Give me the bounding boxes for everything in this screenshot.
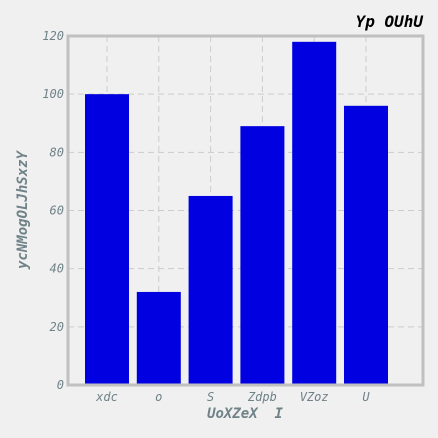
y-tick-label: 100	[42, 87, 64, 101]
y-tick-label: 60	[50, 204, 64, 218]
chart-title: Yp OUhU	[356, 12, 424, 31]
x-tick-label: U	[362, 390, 370, 404]
x-axis-label: UoXZeX I	[207, 406, 283, 422]
y-tick-label: 80	[50, 145, 64, 159]
y-tick-label: 40	[50, 262, 64, 276]
y-axis-ticks: 0 20 40 60 80 100 120	[42, 29, 64, 392]
y-tick-label: 20	[50, 320, 64, 334]
bar-Zdpb	[240, 126, 285, 386]
bar-xdc	[85, 94, 129, 386]
bar-o	[136, 291, 181, 385]
x-tick-label: xdc	[95, 390, 118, 404]
x-tick-label: S	[207, 390, 214, 404]
y-tick-label: 120	[42, 29, 64, 43]
bar-VZoz	[292, 41, 337, 386]
bar-S	[188, 195, 233, 385]
x-tick-label: o	[155, 390, 162, 404]
bars	[85, 41, 388, 386]
x-axis-ticks: xdc o S Zdpb VZoz U	[95, 390, 370, 404]
x-tick-label: Zdpb	[247, 390, 277, 404]
x-tick-label: VZoz	[300, 390, 329, 404]
y-tick-label: 0	[57, 378, 64, 392]
bar-U	[344, 105, 388, 386]
plot-frame	[66, 34, 425, 387]
y-axis-label: ycNMogOLJhSxzY	[15, 149, 31, 270]
